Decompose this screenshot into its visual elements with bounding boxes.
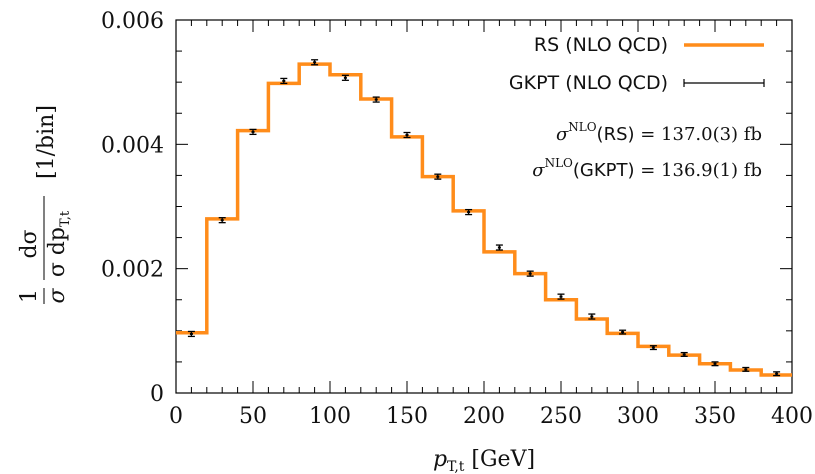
y-tick-labels: 0 0.002 0.004 0.006 <box>101 9 164 407</box>
gkpt-errorbar <box>218 217 226 224</box>
x-tick-label: 200 <box>463 404 505 429</box>
x-tick-label: 250 <box>540 404 582 429</box>
y-tick-label: 0.006 <box>101 9 164 34</box>
x-tick-label: 400 <box>771 404 813 429</box>
y-axis-title: 1 σ dσ σ dpT,t [1/bin] <box>17 105 73 304</box>
axis-ticks <box>175 19 793 394</box>
gkpt-errorbar <box>403 131 411 139</box>
y-title-one: 1 <box>17 289 42 303</box>
gkpt-errorbar <box>526 270 534 277</box>
legend: RS (NLO QCD) GKPT (NLO QCD) <box>509 34 765 94</box>
legend-rs-label: RS (NLO QCD) <box>534 34 668 56</box>
gkpt-errorbar <box>495 244 503 251</box>
gkpt-errorbar <box>649 345 657 351</box>
gkpt-errorbar <box>742 366 750 372</box>
y-tick-label: 0 <box>150 382 164 407</box>
gkpt-errorbar <box>280 77 288 85</box>
plot-frame <box>175 19 793 394</box>
x-tick-labels: 0 50 100 150 200 250 300 350 400 <box>169 404 813 429</box>
gkpt-errorbar <box>187 330 195 338</box>
gkpt-errorbar <box>311 59 319 66</box>
gkpt-errorbar <box>557 293 565 300</box>
x-tick-label: 350 <box>694 404 736 429</box>
x-axis-title: pT,t [GeV] <box>433 447 535 474</box>
x-tick-label: 0 <box>169 404 183 429</box>
gkpt-errorbar <box>341 74 349 81</box>
x-tick-label: 50 <box>239 404 267 429</box>
gkpt-errorbar <box>434 173 442 180</box>
gkpt-errorbar <box>465 208 473 216</box>
legend-gkpt-label: GKPT (NLO QCD) <box>509 72 668 94</box>
y-title-dsigma: dσ <box>17 229 42 258</box>
y-title-unit: [1/bin] <box>34 105 59 179</box>
rs-series <box>176 62 792 377</box>
gkpt-errorbar <box>372 96 380 103</box>
x-tick-label: 300 <box>617 404 659 429</box>
gkpt-errorbar <box>773 371 781 377</box>
x-tick-label: 100 <box>309 404 351 429</box>
xsec-gkpt-annotation: σNLO(GKPT) = 136.9(1) fb <box>532 156 762 181</box>
gkpt-series <box>187 59 781 377</box>
gkpt-errorbar <box>711 361 719 367</box>
y-tick-label: 0.002 <box>101 258 164 283</box>
y-title-sigma: σ <box>45 288 70 304</box>
x-tick-label: 150 <box>386 404 428 429</box>
gkpt-errorbar <box>588 313 596 320</box>
gkpt-errorbar <box>680 351 688 357</box>
y-tick-label: 0.004 <box>101 133 164 158</box>
gkpt-errorbar <box>619 329 627 335</box>
rs-step-line <box>176 62 792 377</box>
y-title-dp: σ dpT,t <box>45 210 73 277</box>
xsec-rs-annotation: σNLO(RS) = 137.0(3) fb <box>556 120 762 145</box>
gkpt-errorbar <box>249 128 257 136</box>
